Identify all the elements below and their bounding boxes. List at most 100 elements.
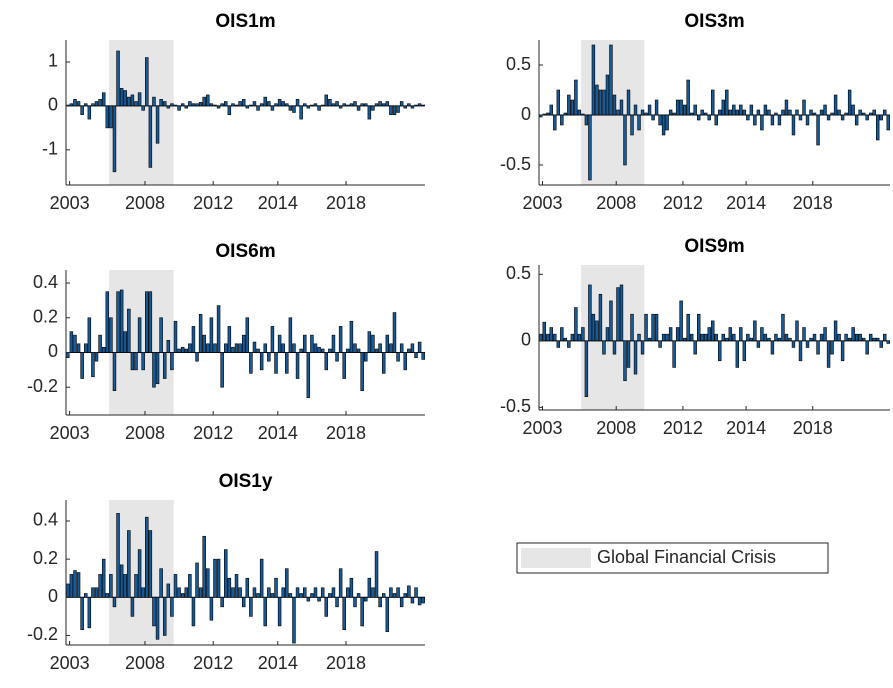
bar	[310, 104, 314, 107]
bar	[781, 109, 785, 116]
bar	[356, 593, 361, 598]
bar	[145, 57, 149, 107]
bar	[739, 327, 743, 342]
bar	[774, 112, 778, 116]
bar	[711, 320, 715, 342]
bar	[847, 89, 852, 116]
bar	[281, 343, 285, 353]
bar	[763, 104, 768, 116]
bar	[546, 333, 550, 342]
bar	[602, 340, 606, 355]
bar	[302, 103, 307, 107]
bar	[162, 352, 167, 379]
x-tick-label: 2018	[793, 418, 833, 438]
bar	[417, 597, 422, 606]
bar	[267, 587, 271, 598]
bar	[732, 333, 736, 342]
bar	[331, 587, 336, 598]
bar	[313, 343, 318, 353]
bar	[675, 327, 680, 342]
bar	[556, 89, 561, 116]
bar	[195, 352, 199, 362]
bar	[288, 593, 293, 598]
bar	[378, 101, 382, 107]
bar	[256, 105, 260, 111]
bar	[577, 109, 582, 116]
bar	[166, 340, 171, 353]
bar	[581, 327, 585, 342]
bar	[739, 104, 743, 116]
bar	[213, 104, 217, 107]
bar	[605, 327, 610, 342]
bar	[209, 597, 214, 621]
bar	[109, 574, 113, 598]
bar	[623, 114, 627, 166]
bar	[195, 562, 199, 598]
bar	[162, 597, 167, 636]
bar	[718, 109, 722, 116]
bar	[241, 99, 246, 107]
bar	[616, 287, 620, 342]
bar	[392, 105, 397, 115]
bar	[234, 104, 239, 107]
bar	[101, 558, 106, 598]
bar	[574, 79, 578, 116]
bar	[148, 530, 153, 598]
bar	[245, 577, 250, 598]
bar	[202, 334, 206, 353]
bar	[714, 333, 718, 342]
bar	[746, 333, 750, 342]
bar	[105, 593, 110, 598]
bar	[249, 352, 253, 374]
bar	[184, 348, 189, 353]
bar	[410, 105, 415, 109]
bar	[69, 331, 74, 353]
bar	[285, 352, 289, 374]
bar	[371, 587, 375, 598]
bar	[851, 327, 855, 342]
x-tick-label: 2014	[258, 193, 298, 213]
bar	[833, 320, 838, 342]
bar	[216, 558, 221, 598]
crisis-shade	[109, 40, 174, 185]
bar	[668, 109, 673, 116]
bar	[119, 289, 124, 353]
bar	[76, 101, 81, 107]
bar	[91, 587, 95, 598]
bar	[335, 352, 339, 362]
bar	[198, 587, 203, 598]
bar	[381, 103, 386, 107]
bar	[654, 99, 659, 116]
bar	[661, 333, 666, 342]
bar	[658, 340, 662, 348]
bar	[819, 333, 824, 342]
bar	[399, 343, 404, 353]
bar	[66, 352, 70, 358]
bar	[378, 343, 382, 353]
bar	[781, 313, 785, 342]
bar	[704, 333, 708, 342]
bar	[735, 340, 740, 368]
bar	[672, 112, 676, 116]
bar	[94, 101, 99, 107]
bar	[152, 96, 156, 107]
bar	[795, 320, 799, 342]
bar	[274, 577, 278, 598]
bar	[177, 105, 181, 111]
bar	[98, 99, 102, 107]
bar	[91, 352, 95, 378]
bar	[374, 103, 379, 107]
bar	[220, 597, 224, 608]
bar	[682, 337, 687, 342]
bar	[148, 291, 153, 353]
bar	[141, 352, 145, 371]
bar	[206, 568, 210, 598]
bar	[414, 352, 418, 358]
bar	[263, 597, 267, 627]
bar	[403, 352, 407, 371]
bar	[399, 101, 404, 107]
y-tick-label: 0	[521, 330, 531, 350]
bar	[791, 340, 796, 348]
y-tick-label: -0.5	[500, 154, 531, 174]
bar	[256, 348, 260, 353]
